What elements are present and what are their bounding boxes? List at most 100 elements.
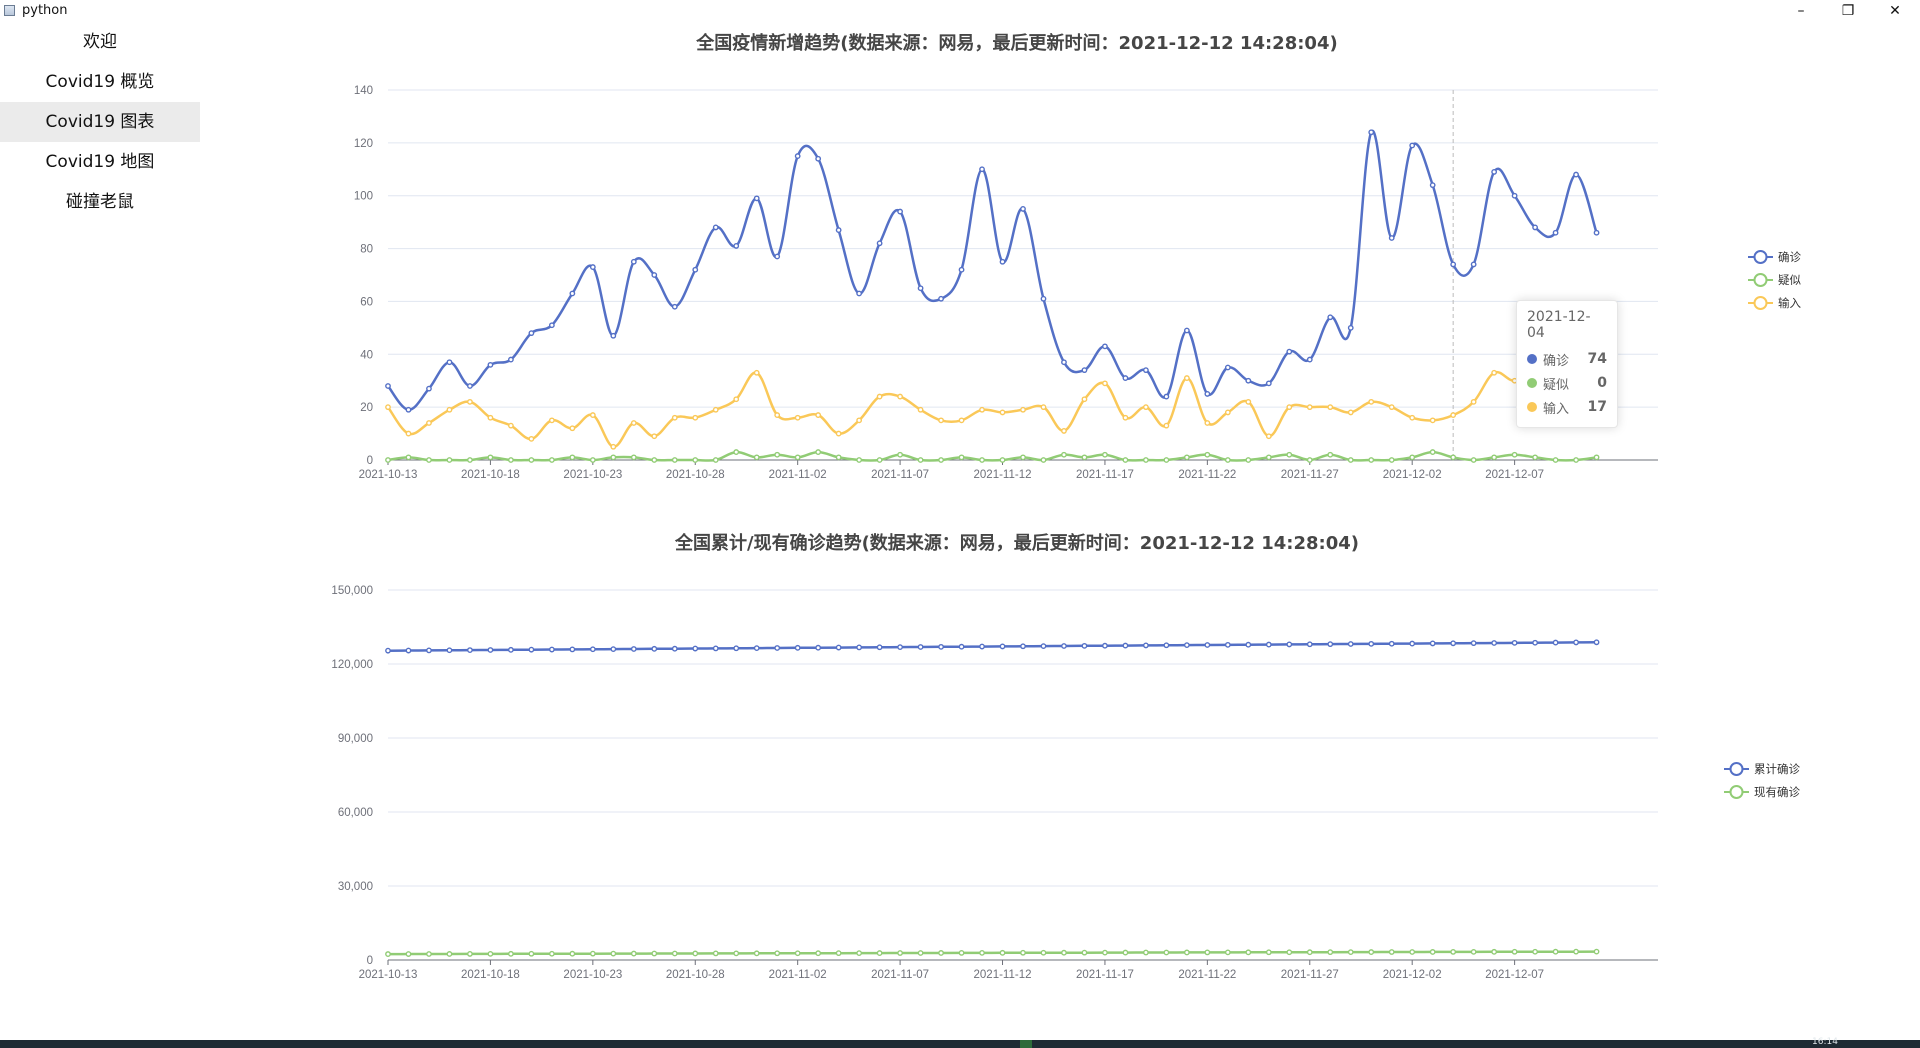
daily-chart[interactable]: 0 20 40 60 80 100 120 140 2021-10-13 2021-10-18 20… <box>354 85 1802 481</box>
daily-series-point-0 <box>405 406 412 413</box>
daily-x-tick-label: 2021-11-17 <box>1076 469 1134 481</box>
daily-series-point-2 <box>446 406 453 413</box>
daily-series-point-1 <box>1306 457 1313 463</box>
daily-series-point-2 <box>856 417 863 424</box>
daily-series-point-0 <box>917 285 924 292</box>
nav-item-welcome[interactable]: 欢迎 <box>83 32 117 52</box>
cumulative-x-tick-label: 2021-10-13 <box>359 969 418 981</box>
restore-button[interactable]: ❐ <box>1841 3 1855 19</box>
daily-series-point-0 <box>569 290 576 297</box>
nav-item-overview[interactable]: Covid19 概览 <box>45 72 155 92</box>
daily-series-point-2 <box>1388 404 1395 411</box>
cumulative-series-point-0 <box>1265 641 1272 648</box>
daily-legend-marker-1 <box>1753 273 1768 287</box>
cumulative-series-point-1 <box>651 950 658 957</box>
cumulative-legend-label-0: 累计确诊 <box>1754 762 1800 776</box>
daily-x-tick-label: 2021-10-13 <box>359 469 418 481</box>
daily-series-point-2 <box>938 417 944 424</box>
cumulative-series-point-0 <box>815 644 822 651</box>
cumulative-series-point-0 <box>1306 641 1313 648</box>
daily-series-point-2 <box>692 414 699 421</box>
daily-series-point-2 <box>508 422 514 429</box>
daily-series-point-1 <box>692 457 699 463</box>
daily-series-point-2 <box>651 433 658 440</box>
daily-series-point-0 <box>487 361 494 368</box>
daily-x-tick-label: 2021-11-27 <box>1281 469 1339 481</box>
daily-series-point-2 <box>897 393 903 400</box>
window-title: python <box>22 3 68 18</box>
cumulative-series-point-1 <box>446 951 453 957</box>
daily-series-point-0 <box>835 227 842 233</box>
daily-series-point-1 <box>569 454 576 461</box>
taskbar-active-app[interactable] <box>1020 1040 1032 1048</box>
cumulative-series-point-1 <box>1470 948 1477 955</box>
daily-series-point-2 <box>610 443 617 450</box>
cumulative-series-point-0 <box>1552 639 1559 646</box>
daily-series-point-0 <box>1163 393 1170 400</box>
cumulative-series-point-1 <box>1102 949 1108 956</box>
chart-title-cumulative: 全国累计/现有确诊趋势(数据来源：网易，最后更新时间：2021-12-12 14… <box>674 532 1359 554</box>
daily-series-point-0 <box>1306 356 1313 363</box>
cumulative-series-point-1 <box>610 950 617 957</box>
cumulative-series-line-0 <box>387 641 1597 652</box>
cumulative-series-point-1 <box>958 950 965 956</box>
cumulative-series-point-1 <box>671 950 678 957</box>
daily-series-point-2 <box>979 406 985 413</box>
cumulative-series-point-1 <box>692 950 699 957</box>
cumulative-y-tick-label: 150,000 <box>331 585 373 597</box>
daily-series-point-0 <box>1102 343 1108 350</box>
app-icon <box>4 5 15 16</box>
cumulative-series-point-0 <box>528 646 535 653</box>
cumulative-chart[interactable]: 0 30,000 60,000 90,000 120,000 150,000 2021-10… <box>331 585 1800 981</box>
daily-y-tick-label: 100 <box>354 191 373 203</box>
daily-series-point-1 <box>1183 454 1190 461</box>
daily-legend-marker-0 <box>1753 250 1768 264</box>
daily-series-point-0 <box>385 383 391 389</box>
cumulative-series-point-0 <box>712 645 719 652</box>
daily-series-point-0 <box>856 290 863 297</box>
nav-item-mouse-game[interactable]: 碰撞老鼠 <box>66 192 134 212</box>
close-button[interactable]: ✕ <box>1889 3 1901 19</box>
nav-item-charts[interactable]: Covid19 图表 <box>0 102 200 142</box>
tooltip-name-imported: 输入 <box>1543 401 1570 417</box>
nav-item-map[interactable]: Covid19 地图 <box>45 152 155 172</box>
daily-series-point-2 <box>1061 428 1067 434</box>
taskbar: 16:14 <box>0 1037 1920 1048</box>
daily-series-point-2 <box>1368 398 1375 405</box>
daily-series-point-1 <box>1409 454 1416 461</box>
daily-series-point-0 <box>467 383 473 389</box>
cumulative-series-point-1 <box>1388 949 1395 955</box>
daily-series-point-1 <box>1470 457 1477 463</box>
cumulative-series-point-0 <box>856 644 863 651</box>
daily-series-point-1 <box>1429 449 1436 455</box>
cumulative-series-point-1 <box>733 950 740 957</box>
daily-series-point-2 <box>815 412 822 418</box>
cumulative-series-point-1 <box>979 949 985 956</box>
daily-series-point-1 <box>508 457 514 463</box>
daily-series-point-1 <box>794 454 801 461</box>
daily-series-point-0 <box>1409 142 1416 149</box>
daily-series-point-0 <box>753 195 760 202</box>
tooltip-dot-imported <box>1527 402 1537 412</box>
daily-series-point-1 <box>733 449 740 455</box>
cumulative-series-point-1 <box>1409 949 1416 955</box>
cumulative-series-point-1 <box>835 950 842 957</box>
daily-series-point-1 <box>610 454 617 461</box>
daily-series-point-2 <box>487 414 494 421</box>
minimize-button[interactable]: – <box>1797 3 1805 19</box>
daily-series-point-2 <box>835 430 842 437</box>
cumulative-series-point-1 <box>1306 949 1313 956</box>
daily-series-point-1 <box>979 457 985 463</box>
cumulative-series-point-0 <box>1286 641 1293 648</box>
cumulative-series-point-0 <box>1368 640 1375 647</box>
daily-series-point-1 <box>426 457 432 463</box>
daily-series-point-0 <box>1532 224 1538 231</box>
cumulative-series-point-1 <box>1327 949 1334 956</box>
cumulative-series-point-0 <box>1347 641 1354 647</box>
cumulative-series-point-0 <box>753 645 760 652</box>
daily-y-tick-label: 20 <box>360 402 373 414</box>
daily-series-point-0 <box>1265 380 1272 387</box>
daily-x-tick-label: 2021-12-07 <box>1485 469 1544 481</box>
daily-series-point-2 <box>1122 414 1129 421</box>
